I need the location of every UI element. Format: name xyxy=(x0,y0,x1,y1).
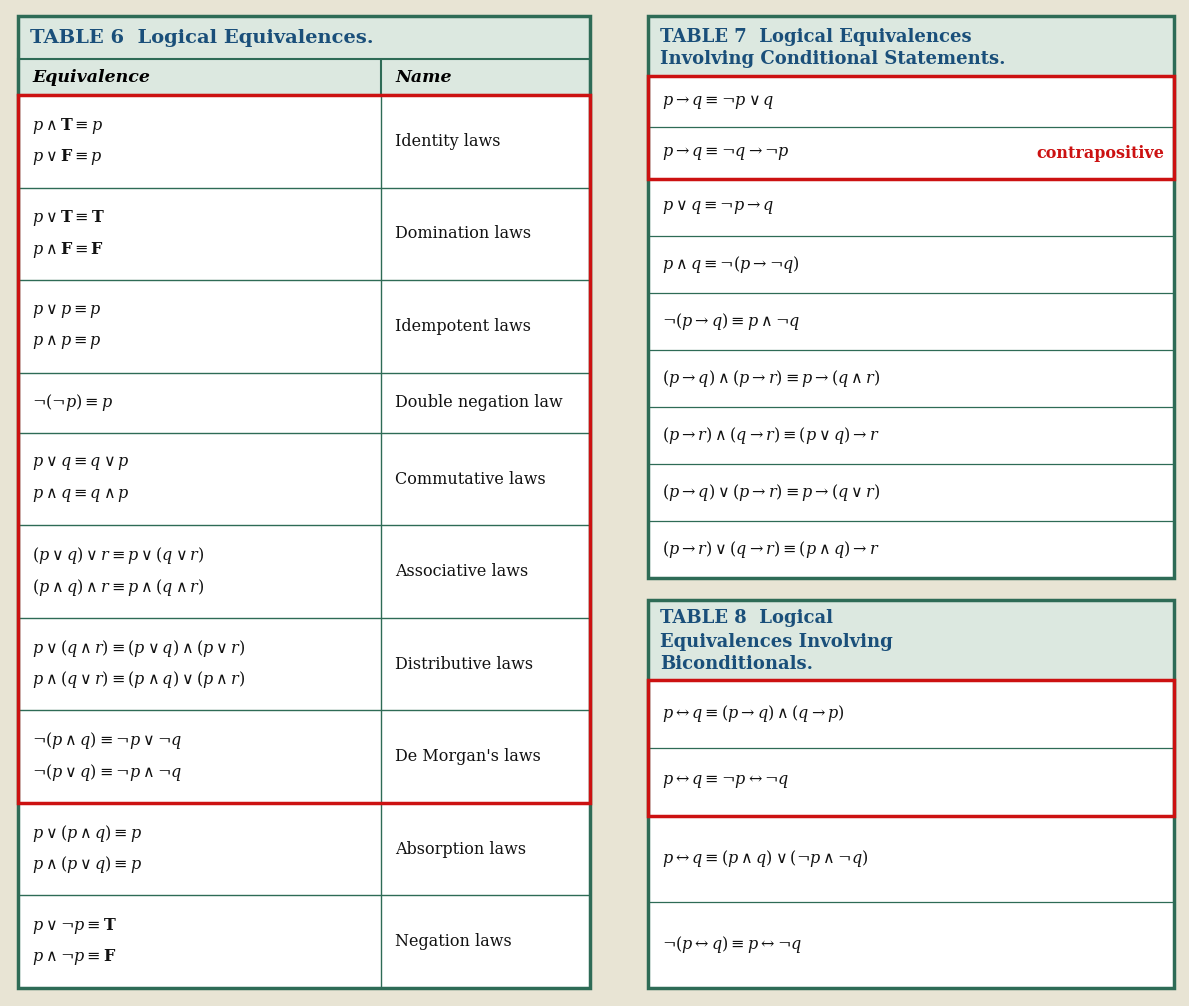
Text: Identity laws: Identity laws xyxy=(395,133,501,150)
Text: $p \wedge q \equiv \neg(p \rightarrow \neg q)$: $p \wedge q \equiv \neg(p \rightarrow \n… xyxy=(662,254,800,275)
Text: $p \rightarrow q \equiv \neg q \rightarrow \neg p$: $p \rightarrow q \equiv \neg q \rightarr… xyxy=(662,145,789,162)
Text: $p \leftrightarrow q \equiv (p \rightarrow q) \wedge (q \rightarrow p)$: $p \leftrightarrow q \equiv (p \rightarr… xyxy=(662,703,845,724)
Bar xyxy=(18,95,590,187)
Bar xyxy=(648,600,1174,680)
Text: TABLE 7  Logical Equivalences: TABLE 7 Logical Equivalences xyxy=(660,28,971,46)
Bar xyxy=(648,128,1174,179)
Bar xyxy=(648,600,1174,988)
Text: Distributive laws: Distributive laws xyxy=(395,656,534,673)
Text: $p \wedge (q \vee r) \equiv (p \wedge q) \vee (p \wedge r)$: $p \wedge (q \vee r) \equiv (p \wedge q)… xyxy=(32,669,245,690)
Text: Equivalences Involving: Equivalences Involving xyxy=(660,633,893,651)
Bar xyxy=(18,895,590,988)
Bar xyxy=(648,816,1174,901)
Text: $p \wedge \mathbf{F} \equiv \mathbf{F}$: $p \wedge \mathbf{F} \equiv \mathbf{F}$ xyxy=(32,239,103,260)
Bar xyxy=(18,187,590,280)
Text: $\neg(p \wedge q) \equiv \neg p \vee \neg q$: $\neg(p \wedge q) \equiv \neg p \vee \ne… xyxy=(32,730,182,751)
Bar xyxy=(648,76,1174,128)
Text: $p \wedge \neg p \equiv \mathbf{F}$: $p \wedge \neg p \equiv \mathbf{F}$ xyxy=(32,948,117,968)
Text: $\neg(p \leftrightarrow q) \equiv p \leftrightarrow \neg q$: $\neg(p \leftrightarrow q) \equiv p \lef… xyxy=(662,935,801,956)
Bar xyxy=(18,803,590,895)
Text: $p \leftrightarrow q \equiv (p \wedge q) \vee (\neg p \wedge \neg q)$: $p \leftrightarrow q \equiv (p \wedge q)… xyxy=(662,848,868,869)
Bar xyxy=(18,372,590,433)
Text: contrapositive: contrapositive xyxy=(1036,145,1164,162)
Bar xyxy=(648,76,1174,179)
Text: $p \vee q \equiv \neg p \rightarrow q$: $p \vee q \equiv \neg p \rightarrow q$ xyxy=(662,198,774,216)
Text: $p \wedge p \equiv p$: $p \wedge p \equiv p$ xyxy=(32,333,101,351)
Bar xyxy=(648,464,1174,521)
Text: $\neg(p \vee q) \equiv \neg p \wedge \neg q$: $\neg(p \vee q) \equiv \neg p \wedge \ne… xyxy=(32,762,182,783)
Text: Idempotent laws: Idempotent laws xyxy=(395,318,531,335)
Text: Equivalence: Equivalence xyxy=(32,68,150,86)
Text: $p \vee \mathbf{T} \equiv \mathbf{T}$: $p \vee \mathbf{T} \equiv \mathbf{T}$ xyxy=(32,208,105,228)
Text: $(p \vee q) \vee r \equiv p \vee (q \vee r)$: $(p \vee q) \vee r \equiv p \vee (q \vee… xyxy=(32,545,205,566)
Bar xyxy=(648,179,1174,236)
Bar xyxy=(18,59,590,95)
Text: Associative laws: Associative laws xyxy=(395,563,528,580)
Text: $p \vee (p \wedge q) \equiv p$: $p \vee (p \wedge q) \equiv p$ xyxy=(32,823,143,844)
Bar xyxy=(648,680,1174,816)
Text: $(p \rightarrow q) \wedge (p \rightarrow r) \equiv p \rightarrow (q \wedge r)$: $(p \rightarrow q) \wedge (p \rightarrow… xyxy=(662,368,880,389)
Bar xyxy=(18,525,590,618)
Bar xyxy=(648,747,1174,816)
Text: Commutative laws: Commutative laws xyxy=(395,471,546,488)
Bar xyxy=(648,293,1174,350)
Bar xyxy=(18,280,590,372)
Bar xyxy=(648,236,1174,293)
Bar xyxy=(18,16,590,988)
Text: $(p \rightarrow r) \vee (q \rightarrow r) \equiv (p \wedge q) \rightarrow r$: $(p \rightarrow r) \vee (q \rightarrow r… xyxy=(662,539,880,560)
Text: Name: Name xyxy=(395,68,452,86)
Text: Absorption laws: Absorption laws xyxy=(395,841,527,858)
Bar xyxy=(648,16,1174,76)
Text: $\neg(p \rightarrow q) \equiv p \wedge \neg q$: $\neg(p \rightarrow q) \equiv p \wedge \… xyxy=(662,311,800,332)
Bar xyxy=(18,618,590,710)
Text: $(p \rightarrow q) \vee (p \rightarrow r) \equiv p \rightarrow (q \vee r)$: $(p \rightarrow q) \vee (p \rightarrow r… xyxy=(662,482,880,503)
Text: Domination laws: Domination laws xyxy=(395,225,531,242)
Text: De Morgan's laws: De Morgan's laws xyxy=(395,748,541,766)
Text: $(p \rightarrow r) \wedge (q \rightarrow r) \equiv (p \vee q) \rightarrow r$: $(p \rightarrow r) \wedge (q \rightarrow… xyxy=(662,425,880,446)
Text: $p \vee \mathbf{F} \equiv p$: $p \vee \mathbf{F} \equiv p$ xyxy=(32,147,102,167)
Text: TABLE 8  Logical: TABLE 8 Logical xyxy=(660,609,833,627)
Text: $p \rightarrow q \equiv \neg p \vee q$: $p \rightarrow q \equiv \neg p \vee q$ xyxy=(662,93,774,111)
Text: $p \leftrightarrow q \equiv \neg p \leftrightarrow \neg q$: $p \leftrightarrow q \equiv \neg p \left… xyxy=(662,774,789,790)
Bar xyxy=(18,16,590,59)
Text: $(p \wedge q) \wedge r \equiv p \wedge (q \wedge r)$: $(p \wedge q) \wedge r \equiv p \wedge (… xyxy=(32,576,205,598)
Bar xyxy=(18,433,590,525)
Text: Biconditionals.: Biconditionals. xyxy=(660,655,813,673)
Text: $p \wedge (p \vee q) \equiv p$: $p \wedge (p \vee q) \equiv p$ xyxy=(32,854,143,875)
Text: $p \wedge \mathbf{T} \equiv p$: $p \wedge \mathbf{T} \equiv p$ xyxy=(32,116,103,136)
Text: Involving Conditional Statements.: Involving Conditional Statements. xyxy=(660,50,1006,68)
Bar xyxy=(18,710,590,803)
Text: TABLE 6  Logical Equivalences.: TABLE 6 Logical Equivalences. xyxy=(30,28,373,46)
Text: $\neg(\neg p) \equiv p$: $\neg(\neg p) \equiv p$ xyxy=(32,392,113,413)
Text: $p \vee \neg p \equiv \mathbf{T}$: $p \vee \neg p \equiv \mathbf{T}$ xyxy=(32,916,117,936)
Text: $p \vee q \equiv q \vee p$: $p \vee q \equiv q \vee p$ xyxy=(32,455,130,472)
Text: Double negation law: Double negation law xyxy=(395,394,562,411)
Text: Negation laws: Negation laws xyxy=(395,934,512,951)
Bar xyxy=(648,521,1174,578)
Bar xyxy=(648,680,1174,747)
Bar xyxy=(648,350,1174,407)
Text: $p \vee (q \wedge r) \equiv (p \vee q) \wedge (p \vee r)$: $p \vee (q \wedge r) \equiv (p \vee q) \… xyxy=(32,638,245,659)
Bar xyxy=(648,16,1174,578)
Text: $p \wedge q \equiv q \wedge p$: $p \wedge q \equiv q \wedge p$ xyxy=(32,486,130,504)
Bar xyxy=(648,901,1174,988)
Bar xyxy=(18,95,590,803)
Bar xyxy=(648,407,1174,464)
Text: $p \vee p \equiv p$: $p \vee p \equiv p$ xyxy=(32,302,101,320)
